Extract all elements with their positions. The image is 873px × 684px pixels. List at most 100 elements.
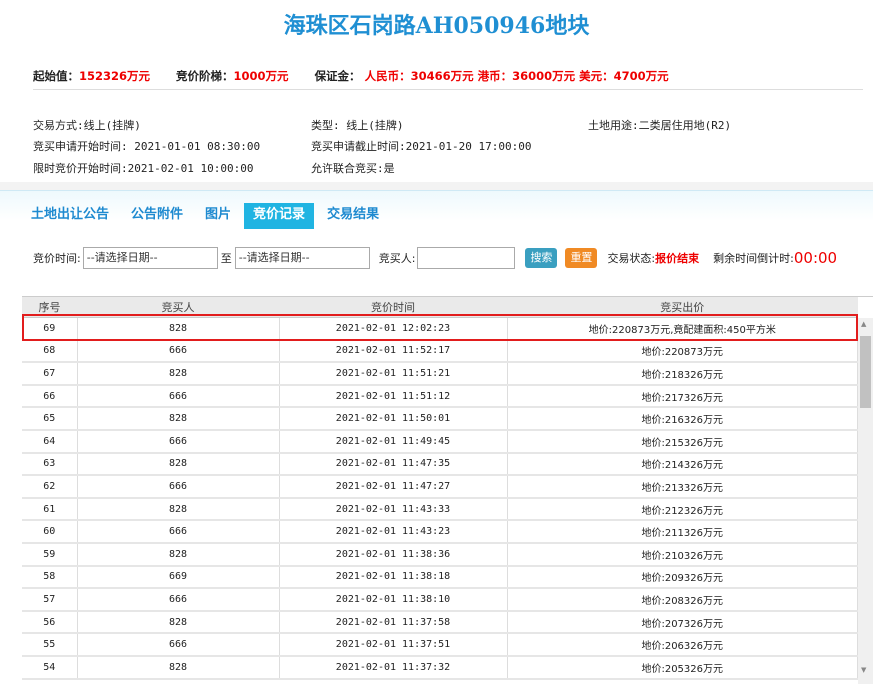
table-row: 69 828 2021-02-01 12:02:23 地价:220873万元,竟配建面…: [22, 317, 858, 341]
cell-seq: 67: [22, 362, 78, 386]
cell-bidder: 666: [77, 384, 280, 409]
cell-bidder: 828: [77, 362, 280, 386]
cell-time: 2021-02-01 11:38:10: [279, 588, 508, 612]
cell-price: 地价:209326万元: [507, 565, 858, 590]
apply-start: 竞买申请开始时间: 2021-01-01 08:30:00: [33, 140, 261, 153]
table-row: 66 666 2021-02-01 11:51:12 地价:217326万元: [22, 384, 858, 409]
cell-bidder: 828: [77, 407, 280, 431]
countdown-value: 00:00: [793, 249, 838, 267]
col-price: 竞买出价: [507, 297, 858, 318]
reset-button[interactable]: 重置: [565, 248, 598, 268]
cell-bidder: 828: [77, 542, 280, 567]
tab-attachments[interactable]: 公告附件: [131, 207, 184, 222]
table-row: 67 828 2021-02-01 11:51:21 地价:218326万元: [22, 362, 858, 386]
cell-bidder: 828: [77, 655, 280, 680]
cell-time: 2021-02-01 11:37:58: [279, 610, 508, 635]
cell-price: 地价:208326万元: [507, 588, 858, 612]
hkd-label: 港币：: [477, 69, 513, 83]
bid-start: 限时竞价开始时间:2021-02-01 10:00:00: [33, 162, 254, 175]
cell-bidder: 828: [77, 452, 280, 477]
table-row: 57 666 2021-02-01 11:38:10 地价:208326万元: [22, 588, 858, 612]
cell-price: 地价:215326万元: [507, 429, 858, 454]
table-row: 54 828 2021-02-01 11:37:32 地价:205326万元: [22, 655, 858, 680]
start-date-input[interactable]: --请选择日期--: [82, 247, 218, 269]
land-use: 土地用途:二类居住用地(R2): [588, 119, 732, 132]
tab-result[interactable]: 交易结果: [327, 207, 380, 222]
bidder-input[interactable]: [417, 247, 516, 269]
apply-end: 竞买申请截止时间:2021-01-20 17:00:00: [311, 140, 532, 153]
cell-seq: 64: [22, 429, 78, 454]
cell-seq: 59: [22, 542, 78, 567]
table-row: 64 666 2021-02-01 11:49:45 地价:215326万元: [22, 429, 858, 454]
col-time: 竞价时间: [279, 297, 507, 318]
cell-bidder: 828: [77, 497, 280, 522]
tab-bar: 土地出让公告 公告附件 图片 竞价记录 交易结果: [22, 203, 392, 229]
cell-price: 地价:218326万元: [507, 362, 858, 386]
start-label: 起始值：: [33, 69, 79, 83]
cell-bidder: 666: [77, 520, 280, 544]
tab-announcement[interactable]: 土地出让公告: [31, 207, 110, 222]
page-title: 海珠区石岗路AH050946地块: [283, 13, 590, 39]
cell-seq: 55: [22, 633, 78, 657]
cell-price: 地价:206326万元: [507, 633, 858, 657]
scroll-down-icon[interactable]: ▼: [861, 666, 867, 674]
cell-price: 地价:216326万元: [507, 407, 858, 431]
time-label: 竞价时间:: [33, 252, 81, 265]
trade-mode: 交易方式:线上(挂牌): [33, 119, 141, 132]
cell-bidder: 828: [77, 317, 280, 341]
cell-bidder: 666: [77, 339, 280, 364]
cell-time: 2021-02-01 11:43:33: [279, 497, 508, 522]
table-row: 68 666 2021-02-01 11:52:17 地价:220873万元: [22, 339, 858, 364]
type: 类型: 线上(挂牌): [311, 119, 404, 132]
rmb-value: 30466万元: [410, 69, 474, 83]
cell-bidder: 666: [77, 633, 280, 657]
col-seq: 序号: [22, 297, 77, 318]
col-bidder: 竞买人: [77, 297, 279, 318]
search-button[interactable]: 搜索: [525, 248, 558, 268]
cell-time: 2021-02-01 11:50:01: [279, 407, 508, 431]
end-date-input[interactable]: --请选择日期--: [234, 247, 370, 269]
cell-seq: 57: [22, 588, 78, 612]
separator-bar: [0, 182, 873, 190]
deposit-label: 保证金：: [314, 69, 361, 83]
table-row: 62 666 2021-02-01 11:47:27 地价:213326万元: [22, 475, 858, 499]
cell-bidder: 666: [77, 475, 280, 499]
cell-bidder: 828: [77, 610, 280, 635]
bid-records-table: 序号 竞买人 竞价时间 竞买出价 69 828 2021-02-01 12:02:2…: [22, 296, 873, 684]
cell-time: 2021-02-01 11:37:51: [279, 633, 508, 657]
cell-time: 2021-02-01 11:37:32: [279, 655, 508, 680]
start-value: 152326万元: [79, 69, 151, 83]
countdown-label: 剩余时间倒计时:: [713, 252, 794, 265]
cell-bidder: 669: [77, 565, 280, 590]
cell-bidder: 666: [77, 588, 280, 612]
table-row: 59 828 2021-02-01 11:38:36 地价:210326万元: [22, 542, 858, 567]
tab-images[interactable]: 图片: [205, 207, 232, 222]
cell-price: 地价:213326万元: [507, 475, 858, 499]
to-label: 至: [220, 252, 232, 265]
table-row: 56 828 2021-02-01 11:37:58 地价:207326万元: [22, 610, 858, 635]
cell-time: 2021-02-01 11:52:17: [279, 339, 508, 364]
table-row: 58 669 2021-02-01 11:38:18 地价:209326万元: [22, 565, 858, 590]
cell-seq: 58: [22, 565, 78, 590]
tab-bid-records[interactable]: 竞价记录: [244, 203, 315, 229]
cell-time: 2021-02-01 11:47:35: [279, 452, 508, 477]
usd-value: 4700万元: [613, 69, 669, 83]
status-value: 报价结束: [655, 252, 700, 265]
cell-time: 2021-02-01 11:38:36: [279, 542, 508, 567]
cell-price: 地价:212326万元: [507, 497, 858, 522]
scroll-up-icon[interactable]: ▲: [861, 320, 867, 328]
step-value: 1000万元: [233, 69, 289, 83]
rmb-label: 人民币：: [364, 69, 411, 83]
cell-seq: 60: [22, 520, 78, 544]
search-bar: 竞价时间: --请选择日期-- 至 --请选择日期-- 竞买人: 搜索 重置 交…: [33, 247, 837, 269]
cell-time: 2021-02-01 11:47:27: [279, 475, 508, 499]
step-label: 竞价阶梯：: [176, 69, 234, 83]
divider: [33, 89, 863, 90]
cell-price: 地价:205326万元: [507, 655, 858, 680]
scrollbar-thumb[interactable]: [860, 336, 871, 408]
cell-seq: 54: [22, 655, 78, 680]
cell-bidder: 666: [77, 429, 280, 454]
scrollbar[interactable]: ▲ ▼: [858, 318, 873, 684]
table-row: 65 828 2021-02-01 11:50:01 地价:216326万元: [22, 407, 858, 431]
cell-time: 2021-02-01 11:51:21: [279, 362, 508, 386]
